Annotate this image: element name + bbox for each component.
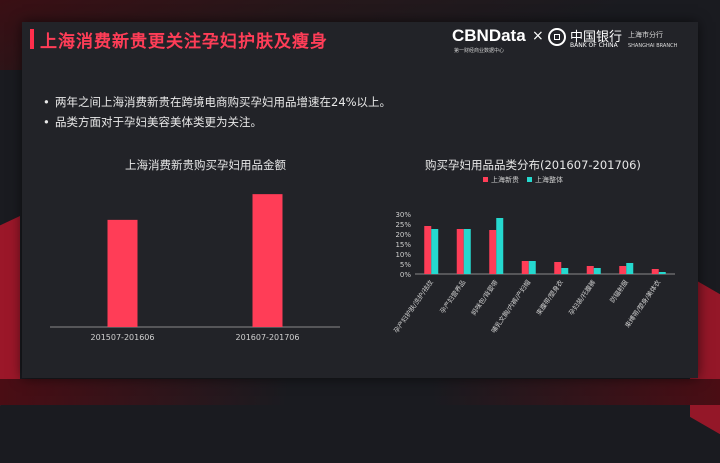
y-tick-label: 15%: [395, 241, 411, 249]
bar: [626, 263, 634, 274]
x-tick-label: 孕妇装/托腹裤: [566, 278, 597, 317]
y-tick-label: 10%: [395, 251, 411, 259]
y-tick-label: 0%: [400, 271, 411, 279]
y-tick-label: 30%: [395, 211, 411, 219]
cbndata-logo: CBNData: [452, 26, 526, 45]
bullet-item: 两年之间上海消费新贵在跨境电商购买孕妇用品增速在24%以上。: [43, 92, 391, 112]
x-tick-label: 孕产妇营养品: [438, 278, 468, 315]
cbndata-subtitle: 第一财经商业数据中心: [454, 48, 505, 54]
bar: [658, 272, 666, 274]
legend-label: 上海新贵: [491, 175, 519, 184]
background-bottom: [0, 379, 720, 405]
x-tick-label: 201607-201706: [236, 333, 300, 342]
legend-swatch: [527, 177, 532, 182]
x-tick-label: 束缚带/塑身/美体衣: [623, 278, 663, 330]
bullet-list: 两年之间上海消费新贵在跨境电商购买孕妇用品增速在24%以上。 品类方面对于孕妇美…: [43, 92, 391, 132]
x-tick-label: 孕产妇护肤/洗护/祛纹: [391, 278, 435, 335]
bar: [521, 261, 529, 274]
bar: [593, 268, 601, 274]
amount-bar-chart: 201507-201606 201607-201706: [50, 194, 340, 342]
legend-label: 上海整体: [535, 175, 563, 184]
title-accent-bar: [30, 29, 34, 49]
bar: [107, 219, 138, 327]
bar: [561, 268, 569, 274]
bank-of-china-name: 中国银行: [570, 30, 623, 45]
y-tick-label: 5%: [400, 261, 411, 269]
branch-name: 上海市分行: [628, 31, 663, 39]
bar: [431, 229, 439, 274]
bank-of-china-icon: [548, 28, 566, 46]
chart-1-title: 上海消费新贵购买孕妇用品金额: [125, 158, 286, 172]
bar: [489, 230, 497, 274]
x-tick-label: 束腹带/塑身衣: [534, 278, 565, 317]
chart-2-title: 购买孕妇用品品类分布(201607-201706): [425, 158, 641, 172]
bar: [528, 261, 536, 274]
bar: [554, 262, 562, 274]
x-tick-label: 防辐射服: [608, 278, 631, 305]
bar: [619, 266, 627, 274]
y-tick-label: 20%: [395, 231, 411, 239]
bar: [496, 218, 504, 274]
x-tick-label: 201507-201606: [91, 333, 155, 342]
bar: [424, 226, 432, 274]
bar: [463, 229, 471, 274]
y-tick-label: 25%: [395, 221, 411, 229]
page-title: 上海消费新贵更关注孕妇护肤及瘦身: [40, 32, 328, 52]
branch-name-en: SHANGHAI BRANCH: [628, 43, 678, 49]
x-tick-label: 妈咪包/背婴带: [469, 278, 500, 317]
times-symbol: ×: [532, 28, 544, 44]
bar: [651, 269, 659, 274]
bank-of-china-en: BANK OF CHINA: [570, 42, 618, 49]
bar: [456, 229, 464, 274]
bar: [252, 194, 283, 327]
bar: [586, 266, 594, 274]
bullet-item: 品类方面对于孕妇美容美体类更为关注。: [43, 112, 391, 132]
legend-swatch: [483, 177, 488, 182]
